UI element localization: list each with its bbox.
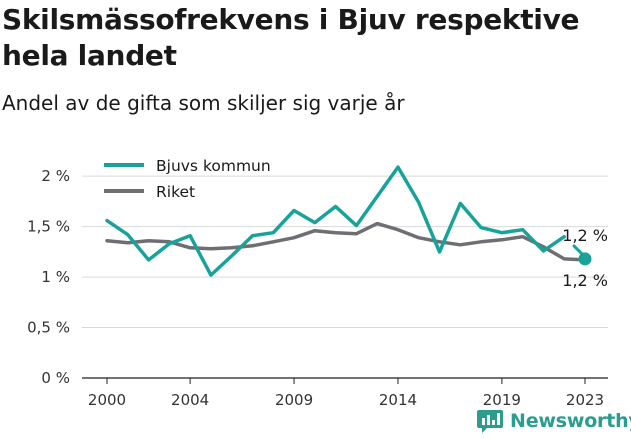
- x-tick-label: 2000: [88, 391, 126, 409]
- y-tick-label: 1 %: [41, 268, 70, 286]
- legend-label-riket: Riket: [156, 183, 195, 201]
- end-marker-dot: [578, 252, 592, 266]
- newsworthy-logo-icon: [477, 410, 503, 433]
- chart-subtitle: Andel av de gifta som skiljer sig varje …: [2, 91, 405, 115]
- newsworthy-brand: Newsworthy: [476, 408, 631, 434]
- x-tick-label: 2014: [379, 391, 417, 409]
- x-tick-label: 2004: [171, 391, 209, 409]
- y-tick-label: 0 %: [41, 369, 70, 387]
- brand-name: Newsworthy: [510, 410, 631, 432]
- x-tick-label: 2009: [275, 391, 313, 409]
- end-marker-connector: [572, 244, 585, 257]
- y-tick-label: 0,5 %: [27, 319, 70, 337]
- end-label-bjuv: 1,2 %: [562, 226, 608, 245]
- series-line-bjuv: [105, 165, 566, 277]
- y-tick-label: 2 %: [41, 167, 70, 185]
- chart-title: Skilsmässofrekvens i Bjuv respektive hel…: [2, 3, 580, 72]
- end-label-riket: 1,2 %: [562, 271, 608, 290]
- x-tick-label: 2019: [483, 391, 521, 409]
- legend-label-bjuv: Bjuvs kommun: [156, 157, 271, 175]
- x-tick-label: 2023: [566, 391, 604, 409]
- y-tick-label: 1,5 %: [27, 218, 70, 236]
- series-line-riket: [105, 221, 587, 262]
